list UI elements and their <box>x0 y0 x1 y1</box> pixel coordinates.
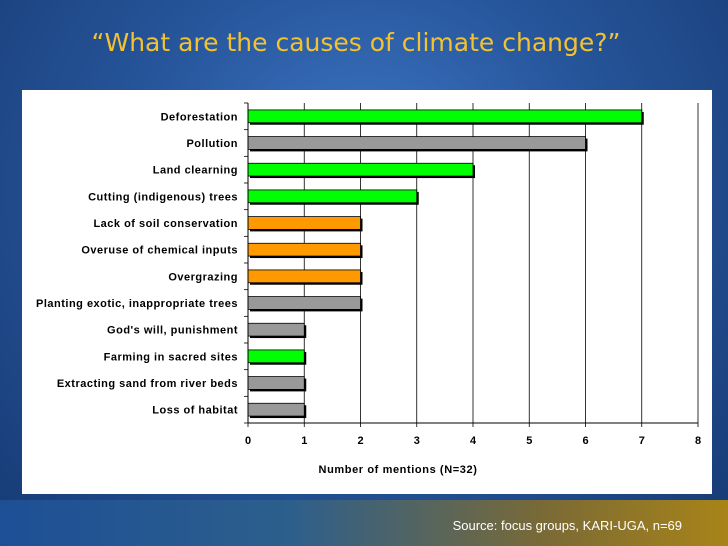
x-tick-label: 5 <box>526 435 532 447</box>
bar <box>247 322 305 337</box>
chart-panel: Deforestation Pollution Land clearning Cutt… <box>22 90 712 494</box>
x-tick-label: 1 <box>301 435 307 447</box>
category-label: Pollution <box>186 138 238 150</box>
category-label: Lack of soil conservation <box>93 218 238 230</box>
bar <box>247 189 418 204</box>
category-label: Farming in sacred sites <box>104 351 238 363</box>
category-label: Overgrazing <box>168 271 238 283</box>
x-tick-label: 7 <box>639 435 645 447</box>
grid-lines <box>303 103 699 423</box>
bar <box>247 109 643 124</box>
category-label: Overuse of chemical inputs <box>81 245 238 257</box>
footer-band <box>0 500 728 546</box>
x-tick-labels: 0 1 2 3 4 5 6 7 8 <box>245 435 701 447</box>
category-label: Planting exotic, inappropriate trees <box>36 298 238 310</box>
x-axis-label: Number of mentions (N=32) <box>319 464 478 476</box>
category-label: Land clearning <box>153 165 238 177</box>
bar <box>247 136 586 150</box>
category-label: Cutting (indigenous) trees <box>88 191 238 203</box>
category-label: Loss of habitat <box>152 405 238 417</box>
x-tick-label: 4 <box>470 435 477 447</box>
x-tick-label: 3 <box>414 435 420 447</box>
x-tick-label: 0 <box>245 435 251 447</box>
bar <box>247 296 361 310</box>
category-label: God's will, punishment <box>107 325 238 337</box>
bar <box>247 349 305 364</box>
x-tick-label: 8 <box>695 435 701 447</box>
slide-title: “What are the causes of climate change?” <box>91 28 621 57</box>
category-label: Deforestation <box>161 111 238 123</box>
axes <box>244 102 699 427</box>
x-tick-label: 2 <box>357 435 363 447</box>
bar-chart: Deforestation Pollution Land clearning Cutt… <box>36 102 701 476</box>
source-note: Source: focus groups, KARI-UGA, n=69 <box>452 518 682 533</box>
bar <box>247 376 305 390</box>
bar <box>247 269 361 284</box>
category-label: Extracting sand from river beds <box>57 378 238 390</box>
bar <box>247 242 361 257</box>
x-tick-label: 6 <box>582 435 588 447</box>
bar <box>247 162 474 177</box>
bar <box>247 402 305 417</box>
category-labels: Deforestation Pollution Land clearning Cutt… <box>36 111 238 416</box>
bars <box>247 109 644 419</box>
bar <box>247 216 361 230</box>
